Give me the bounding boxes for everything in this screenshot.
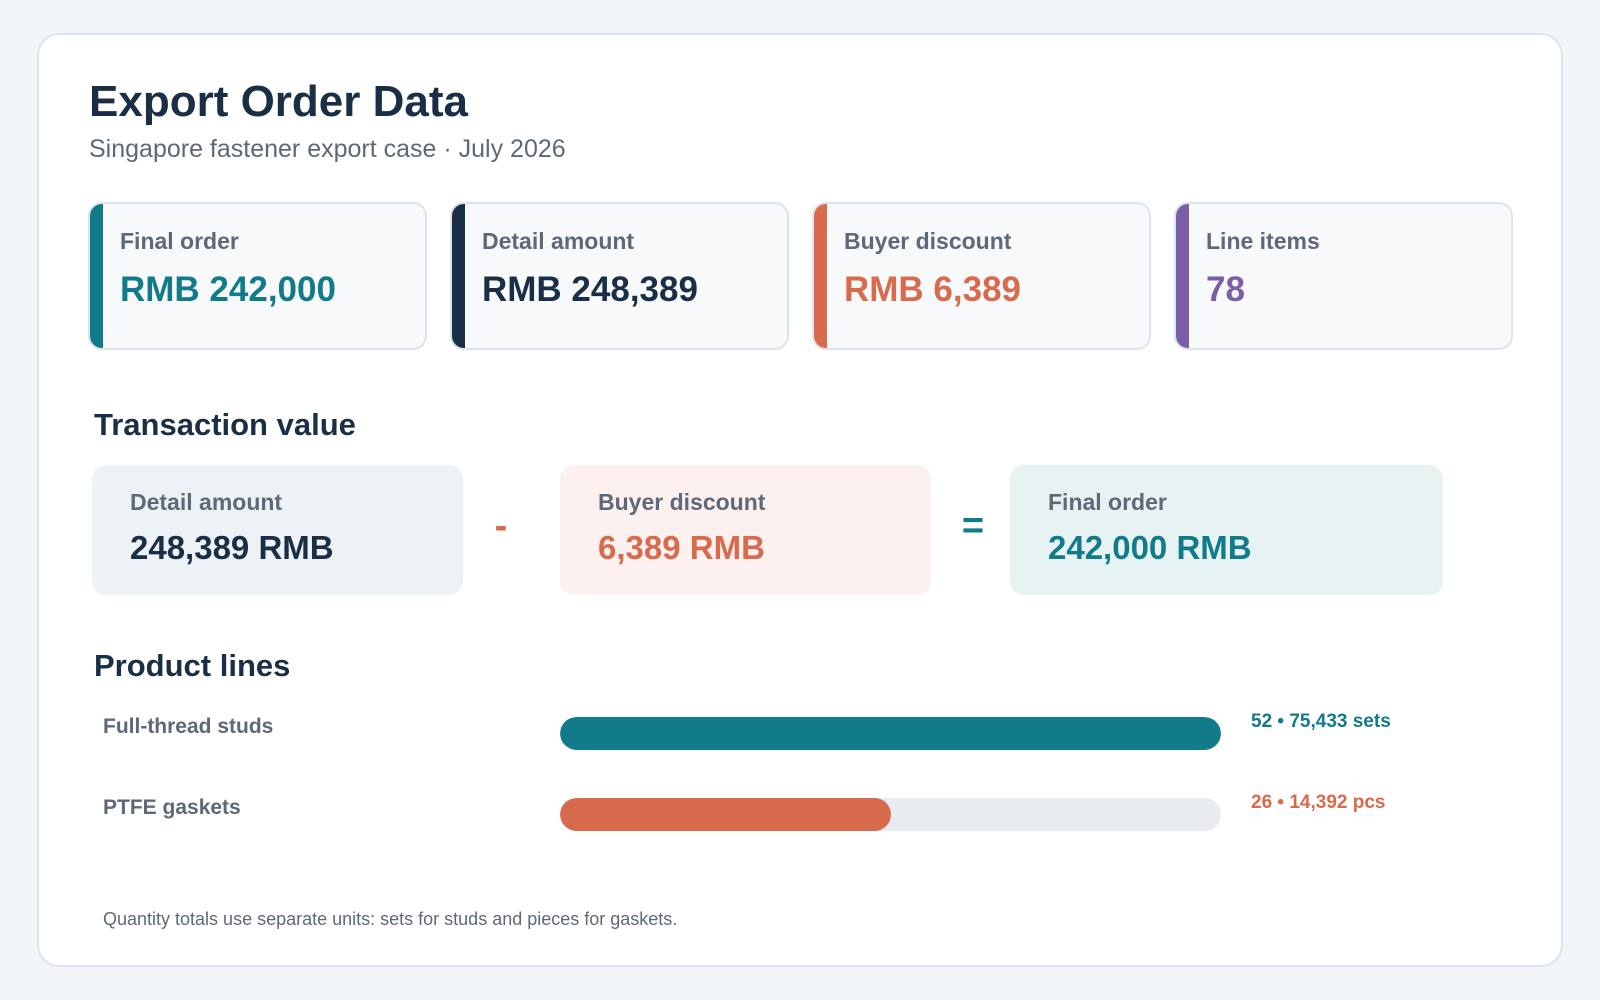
section-title-transaction: Transaction value (94, 407, 356, 442)
equals-operator: = (961, 505, 985, 547)
product-line-bar (560, 798, 891, 831)
kpi-detail-amount: Detail amount RMB 248,389 (450, 202, 789, 350)
product-line-value: 26 • 14,392 pcs (1251, 792, 1386, 813)
detail-amount-box: Detail amount 248,389 RMB (92, 465, 463, 595)
buyer-discount-value: 6,389 RMB (598, 529, 765, 566)
detail-amount-value: 248,389 RMB (130, 529, 334, 566)
final-order-value: 242,000 RMB (1048, 529, 1252, 566)
export-order-card: Export Order Data Singapore fastener exp… (37, 33, 1563, 967)
product-line-track (560, 717, 1221, 750)
kpi-value: RMB 248,389 (482, 270, 698, 309)
kpi-final-order: Final order RMB 242,000 (88, 202, 427, 350)
buyer-discount-label: Buyer discount (598, 489, 766, 515)
kpi-label: Final order (120, 228, 239, 254)
footnote: Quantity totals use separate units: sets… (103, 909, 678, 929)
kpi-label: Buyer discount (844, 228, 1012, 254)
kpi-accent-bar (90, 204, 103, 348)
kpi-value: 78 (1206, 270, 1245, 309)
kpi-accent-bar (814, 204, 827, 348)
product-line-bar (560, 717, 1221, 750)
product-line-track (560, 798, 1221, 831)
detail-amount-label: Detail amount (130, 489, 283, 515)
kpi-value: RMB 6,389 (844, 270, 1022, 309)
buyer-discount-box: Buyer discount 6,389 RMB (560, 465, 931, 595)
final-order-label: Final order (1048, 489, 1167, 515)
kpi-line-items: Line items 78 (1174, 202, 1513, 350)
product-line-label: Full-thread studs (103, 715, 274, 738)
kpi-accent-bar (452, 204, 465, 348)
product-line-label: PTFE gaskets (103, 796, 241, 819)
product-line-value: 52 • 75,433 sets (1251, 711, 1391, 732)
kpi-buyer-discount: Buyer discount RMB 6,389 (812, 202, 1151, 350)
minus-operator: - (494, 505, 508, 547)
kpi-value: RMB 242,000 (120, 270, 336, 309)
page-subtitle: Singapore fastener export case · July 20… (89, 135, 566, 163)
kpi-label: Detail amount (482, 228, 635, 254)
page-title: Export Order Data (89, 77, 468, 126)
section-title-product-lines: Product lines (94, 648, 291, 683)
final-order-box: Final order 242,000 RMB (1010, 465, 1443, 595)
kpi-label: Line items (1206, 228, 1320, 254)
kpi-accent-bar (1176, 204, 1189, 348)
